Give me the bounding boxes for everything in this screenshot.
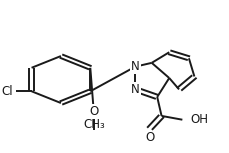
Text: Cl: Cl bbox=[1, 85, 13, 98]
Text: OH: OH bbox=[190, 113, 208, 126]
Text: CH₃: CH₃ bbox=[83, 118, 105, 131]
Text: O: O bbox=[145, 131, 154, 144]
Text: N: N bbox=[131, 83, 140, 96]
Text: N: N bbox=[131, 60, 140, 73]
Text: O: O bbox=[89, 105, 98, 118]
